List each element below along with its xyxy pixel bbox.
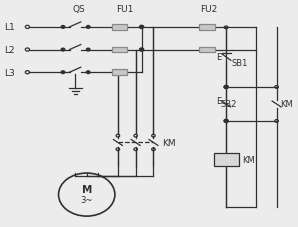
Text: SB1: SB1: [232, 58, 248, 67]
Circle shape: [139, 26, 144, 29]
Circle shape: [86, 72, 90, 74]
Text: KM: KM: [242, 155, 255, 164]
Bar: [112, 70, 127, 76]
Bar: [213, 153, 239, 166]
Bar: [199, 48, 215, 53]
Text: KM: KM: [162, 138, 176, 147]
Text: 3~: 3~: [80, 195, 93, 204]
Text: KM: KM: [280, 100, 293, 109]
Text: E: E: [216, 53, 222, 62]
Text: E: E: [216, 97, 222, 106]
Text: L3: L3: [4, 68, 14, 77]
Circle shape: [61, 26, 65, 29]
Circle shape: [86, 26, 90, 29]
Text: L1: L1: [4, 23, 14, 32]
Circle shape: [86, 49, 90, 52]
Bar: [199, 25, 215, 30]
Text: FU1: FU1: [117, 5, 134, 14]
Circle shape: [224, 120, 228, 123]
Circle shape: [139, 49, 144, 52]
Text: SB2: SB2: [221, 100, 237, 109]
Circle shape: [61, 72, 65, 74]
Text: QS: QS: [73, 5, 86, 14]
Text: M: M: [82, 184, 92, 194]
Bar: [112, 48, 127, 53]
Text: FU2: FU2: [200, 5, 217, 14]
Bar: [112, 25, 127, 30]
Circle shape: [224, 86, 228, 89]
Text: L2: L2: [4, 46, 14, 55]
Circle shape: [61, 49, 65, 52]
